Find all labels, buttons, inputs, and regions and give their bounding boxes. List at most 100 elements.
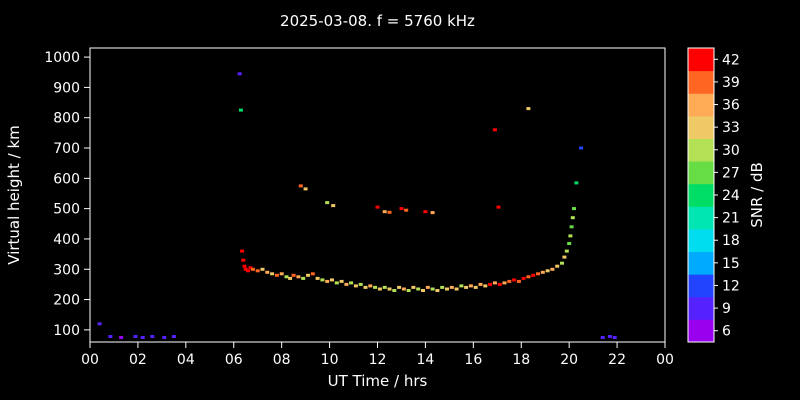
data-point <box>237 72 242 76</box>
svg-text:27: 27 <box>722 165 740 181</box>
data-point <box>171 335 176 338</box>
data-point <box>108 335 113 338</box>
data-point <box>325 279 330 283</box>
svg-text:9: 9 <box>722 301 731 317</box>
data-point <box>291 273 296 277</box>
svg-text:12: 12 <box>369 352 387 368</box>
svg-text:14: 14 <box>417 352 435 368</box>
data-point <box>330 278 334 282</box>
svg-text:100: 100 <box>53 323 80 339</box>
data-point <box>248 266 253 270</box>
data-point <box>298 184 303 188</box>
svg-text:200: 200 <box>53 293 80 309</box>
data-point <box>306 273 310 277</box>
data-point <box>255 269 260 273</box>
svg-text:600: 600 <box>53 171 80 187</box>
data-point <box>440 285 445 289</box>
svg-text:18: 18 <box>512 352 530 368</box>
data-point <box>387 210 392 214</box>
data-point <box>478 282 483 286</box>
data-point <box>545 269 550 273</box>
data-point <box>363 285 368 289</box>
svg-text:20: 20 <box>560 352 578 368</box>
data-point <box>468 284 473 288</box>
data-point <box>315 276 320 280</box>
data-point <box>97 322 102 326</box>
data-point <box>303 187 308 191</box>
data-point <box>325 201 330 205</box>
data-point <box>140 336 145 339</box>
data-point <box>246 269 251 273</box>
svg-text:08: 08 <box>273 352 291 368</box>
data-point <box>242 264 247 268</box>
data-point <box>240 249 245 253</box>
data-point <box>526 107 531 111</box>
data-point <box>162 336 167 339</box>
data-point <box>492 281 497 285</box>
data-point <box>349 281 354 285</box>
svg-text:21: 21 <box>722 211 740 227</box>
data-point <box>521 276 526 280</box>
svg-text:400: 400 <box>53 232 80 248</box>
data-point <box>454 287 459 291</box>
data-point <box>238 108 243 112</box>
svg-text:16: 16 <box>464 352 482 368</box>
data-point <box>449 285 454 289</box>
data-point <box>473 285 478 289</box>
svg-text:900: 900 <box>53 80 80 96</box>
data-point <box>570 216 575 220</box>
data-point <box>435 289 440 292</box>
svg-text:39: 39 <box>722 75 740 91</box>
data-point <box>284 275 289 279</box>
data-point <box>119 336 124 339</box>
y-axis-label: Virtual height / km <box>5 125 23 265</box>
data-point <box>133 335 138 338</box>
data-point <box>416 287 421 291</box>
data-point <box>353 284 358 288</box>
svg-text:22: 22 <box>608 352 626 368</box>
data-point <box>334 281 339 285</box>
data-point <box>387 287 392 291</box>
data-point <box>265 270 270 274</box>
axes: 00 02 04 06 08 10 12 14 16 18 20 22 0010020030040050… <box>44 47 674 368</box>
data-point <box>397 285 402 289</box>
data-point <box>567 242 572 245</box>
svg-text:24: 24 <box>722 188 740 204</box>
svg-text:300: 300 <box>53 262 80 278</box>
data-point <box>507 279 512 283</box>
data-point <box>492 128 497 132</box>
svg-text:18: 18 <box>722 233 740 249</box>
svg-text:15: 15 <box>722 256 740 272</box>
data-point <box>270 272 275 276</box>
data-point <box>445 287 449 291</box>
data-point <box>296 275 301 279</box>
data-point <box>562 255 567 259</box>
data-point <box>459 284 464 288</box>
svg-text:02: 02 <box>129 352 147 368</box>
data-point <box>392 289 397 292</box>
data-point <box>301 276 306 280</box>
data-point <box>260 267 265 271</box>
data-point <box>358 282 363 286</box>
svg-text:500: 500 <box>53 202 80 218</box>
svg-text:36: 36 <box>722 98 740 114</box>
data-point <box>375 205 380 209</box>
data-point <box>382 210 387 214</box>
svg-text:6: 6 <box>722 324 731 340</box>
data-point <box>516 279 521 283</box>
data-point <box>607 335 612 338</box>
data-point <box>288 276 293 280</box>
data-point <box>512 278 517 282</box>
data-point <box>406 289 411 292</box>
data-point <box>274 273 279 277</box>
data-point <box>497 282 502 286</box>
svg-text:800: 800 <box>53 111 80 127</box>
x-axis-label: UT Time / hrs <box>327 372 428 390</box>
data-point <box>425 285 430 289</box>
data-point <box>560 261 564 265</box>
svg-text:42: 42 <box>722 52 740 68</box>
data-point <box>310 272 315 276</box>
data-point <box>600 336 605 339</box>
data-point <box>430 211 435 215</box>
